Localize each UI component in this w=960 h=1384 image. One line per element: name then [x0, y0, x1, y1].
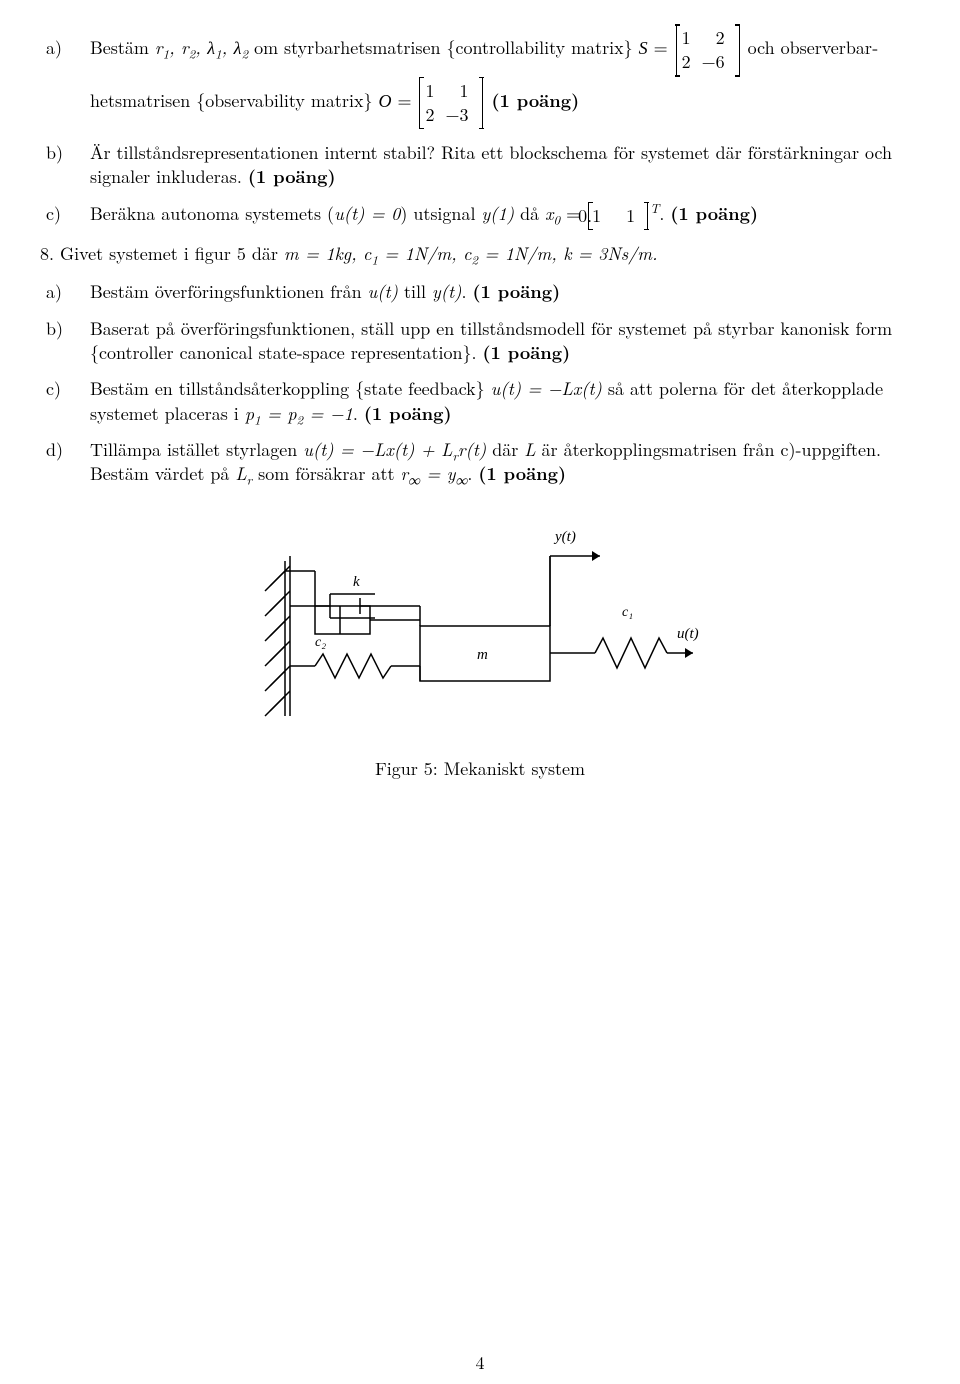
- text: .: [461, 279, 472, 304]
- label-8: 8.: [32, 242, 54, 266]
- text: Bestäm: [90, 35, 155, 60]
- label-k: k: [353, 574, 360, 590]
- item-8: 8.Givet systemet i figur 5 där m = 1kg, …: [32, 242, 928, 486]
- text: Bestäm en tillståndsåterkoppling {state …: [90, 376, 491, 401]
- text: .: [659, 201, 670, 226]
- L: L: [524, 437, 535, 462]
- text: Beräkna autonoma systemets (: [90, 201, 334, 226]
- Lr: Lr: [235, 461, 252, 486]
- params: m = 1kg, c1 = 1N/m, c2 = 1N/m, k = 3Ns/m…: [284, 241, 658, 266]
- law: u(t) = −Lx(t) + Lrr(t): [303, 437, 486, 462]
- label-7a: a): [68, 36, 90, 60]
- u-eq: u(t) = 0: [334, 201, 400, 226]
- text: om styrbarhetsmatrisen {controllability …: [248, 35, 639, 60]
- text: då: [514, 201, 545, 226]
- matrix-x0: 0.11: [588, 202, 648, 230]
- points: (1 poäng): [248, 164, 336, 189]
- u: u(t): [368, 279, 398, 304]
- y1: y(1): [481, 201, 514, 226]
- label-8a: a): [68, 280, 90, 304]
- figure-caption: Figur 5: Mekaniskt system: [32, 757, 928, 781]
- label-8b: b): [68, 317, 90, 341]
- label-m: m: [477, 647, 488, 663]
- label-u: u(t): [677, 626, 699, 642]
- text: ) utsignal: [400, 201, 481, 226]
- y: y(t): [432, 279, 461, 304]
- label-8d: d): [68, 438, 90, 462]
- points: (1 poäng): [364, 401, 452, 426]
- sym-O: O: [378, 91, 391, 111]
- text: där: [486, 437, 524, 462]
- figure-svg: y(t) k c₁ c₂ m u(t): [245, 516, 715, 726]
- text: .: [353, 401, 364, 426]
- text: Bestäm överföringsfunktionen från: [90, 279, 368, 304]
- item-7c: c)Beräkna autonoma systemets (u(t) = 0) …: [68, 202, 928, 230]
- label-c1: c₁: [622, 605, 633, 620]
- matrix-O: 11 2−3: [419, 77, 483, 130]
- law: u(t) = −Lx(t): [491, 376, 602, 401]
- item-7a: a)Bestäm r1, r2, λ1, λ2 om styrbarhetsma…: [68, 24, 928, 129]
- text: Är tillståndsrepresentationen internt st…: [90, 140, 892, 189]
- item-7b: b)Är tillståndsrepresentationen internt …: [68, 141, 928, 190]
- vars: r1, r2, λ1, λ2: [155, 35, 248, 60]
- item-8c: c)Bestäm en tillståndsåterkoppling {stat…: [68, 377, 928, 426]
- item-8a: a)Bestäm överföringsfunktionen från u(t)…: [68, 280, 928, 304]
- label-y: y(t): [553, 529, 576, 545]
- poles: p1 = p2 = −1: [245, 401, 353, 426]
- points: (1 poäng): [670, 201, 758, 226]
- points: (1 poäng): [482, 340, 570, 365]
- item-8b: b)Baserat på överföringsfunktionen, stäl…: [68, 317, 928, 366]
- label-7b: b): [68, 141, 90, 165]
- text: som försäkrar att: [252, 461, 400, 486]
- transpose: T: [650, 198, 659, 217]
- label-7c: c): [68, 202, 90, 226]
- figure-5: y(t) k c₁ c₂ m u(t) Figur 5: Mekaniskt s…: [32, 516, 928, 781]
- sym-S: S: [639, 38, 648, 58]
- label-c2: c₂: [315, 635, 326, 650]
- x0: x0: [545, 201, 560, 226]
- cond: r∞ = y∞: [400, 461, 467, 486]
- text: .: [467, 461, 478, 486]
- text: Tillämpa istället styrlagen: [90, 437, 303, 462]
- page-number: 4: [32, 1351, 928, 1375]
- label-8c: c): [68, 377, 90, 401]
- text: till: [398, 279, 432, 304]
- item-8d: d)Tillämpa istället styrlagen u(t) = −Lx…: [68, 438, 928, 487]
- points: (1 poäng): [478, 461, 566, 486]
- matrix-S: 12 2−6: [676, 24, 740, 77]
- points: (1 poäng): [491, 88, 579, 113]
- text: Givet systemet i figur 5 där: [60, 241, 284, 266]
- points: (1 poäng): [472, 279, 560, 304]
